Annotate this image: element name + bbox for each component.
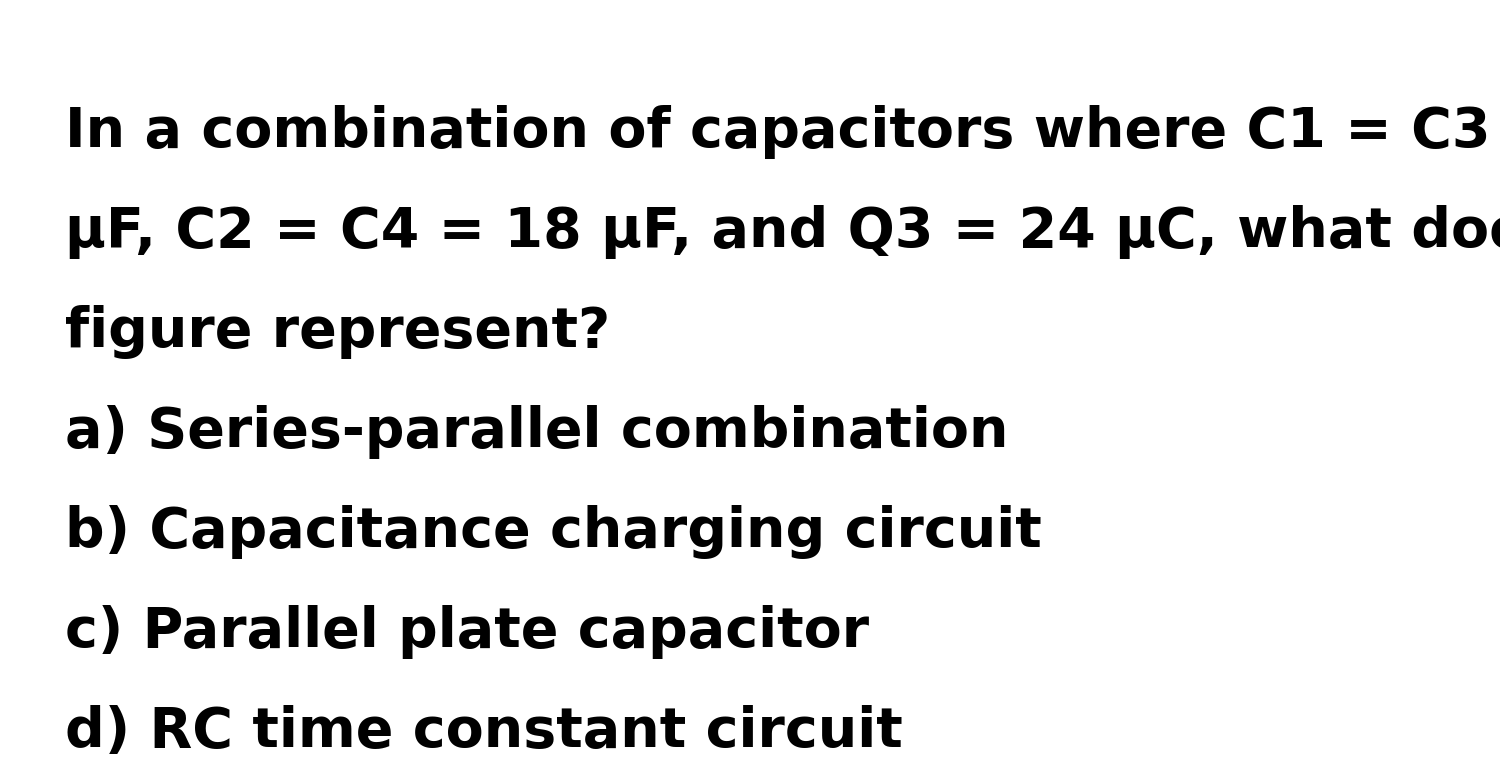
- Text: In a combination of capacitors where C1 = C3 = 9.0: In a combination of capacitors where C1 …: [64, 105, 1500, 159]
- Text: figure represent?: figure represent?: [64, 305, 610, 359]
- Text: a) Series-parallel combination: a) Series-parallel combination: [64, 405, 1008, 459]
- Text: c) Parallel plate capacitor: c) Parallel plate capacitor: [64, 605, 868, 659]
- Text: d) RC time constant circuit: d) RC time constant circuit: [64, 705, 903, 759]
- Text: b) Capacitance charging circuit: b) Capacitance charging circuit: [64, 505, 1041, 559]
- Text: μF, C2 = C4 = 18 μF, and Q3 = 24 μC, what does the: μF, C2 = C4 = 18 μF, and Q3 = 24 μC, wha…: [64, 205, 1500, 259]
